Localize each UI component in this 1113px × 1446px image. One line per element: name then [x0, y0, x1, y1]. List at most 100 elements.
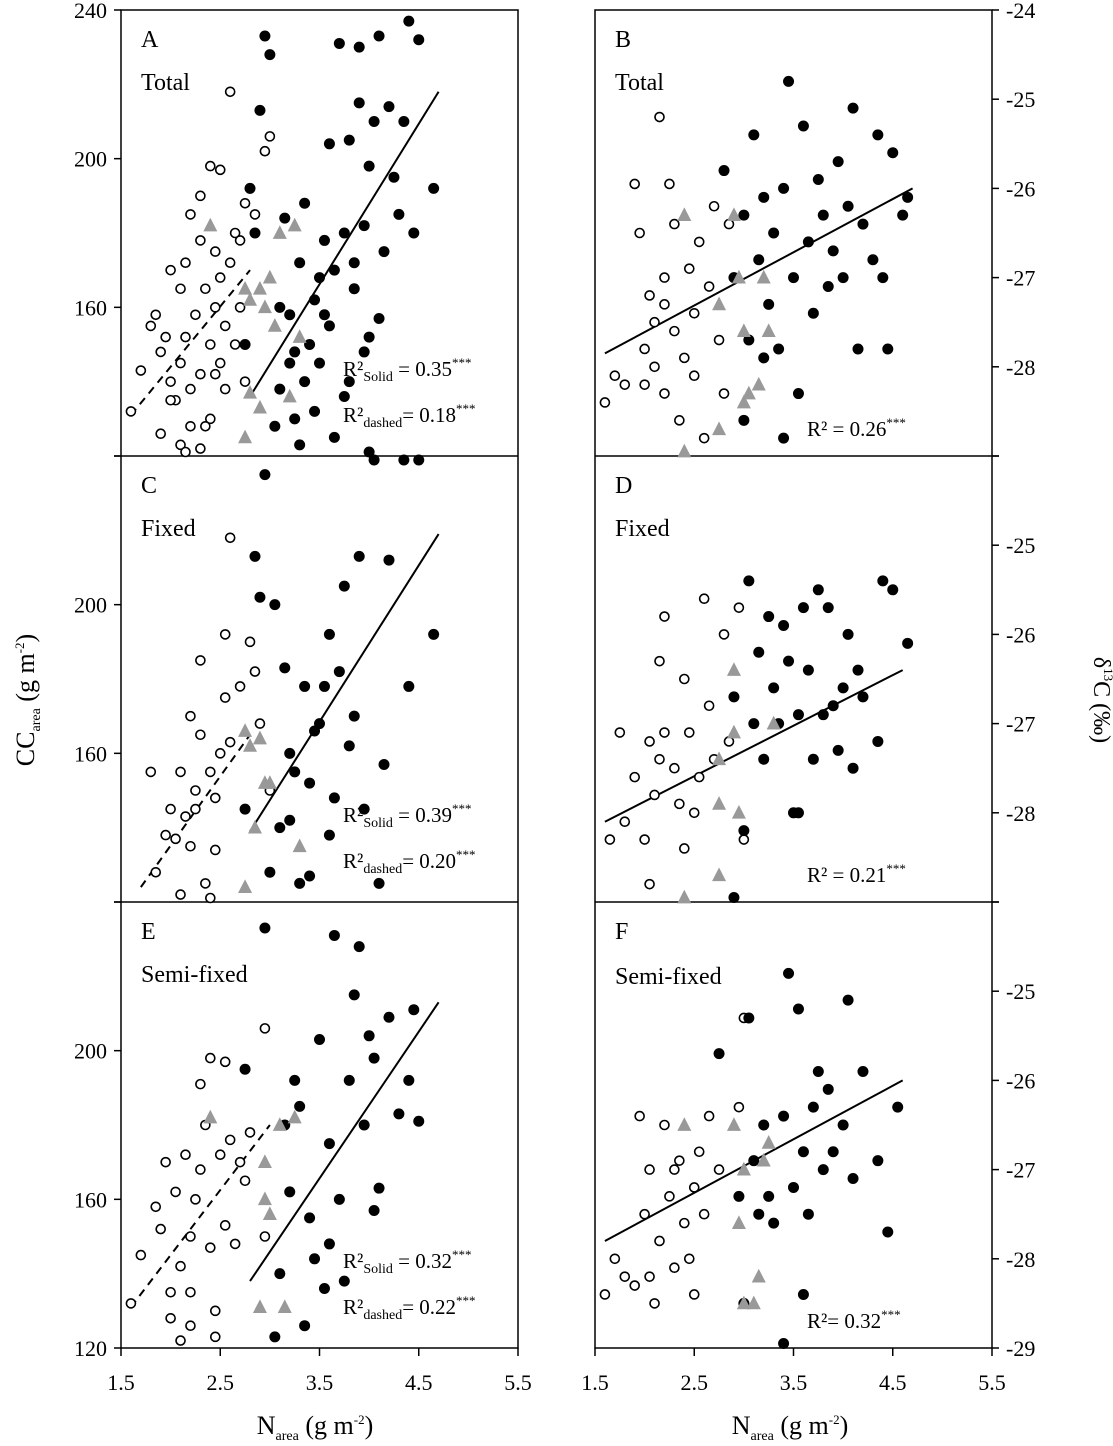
filled-circle-point — [368, 454, 380, 466]
filled-circle-point — [822, 281, 834, 293]
filled-circle-point — [378, 246, 390, 258]
open-circle-point — [664, 1191, 675, 1202]
open-circle-point — [718, 388, 730, 399]
open-circle-point — [703, 700, 715, 712]
triangle-point — [292, 838, 307, 853]
triangle-point — [712, 421, 727, 436]
filled-circle-point — [902, 191, 914, 203]
open-circle-point — [234, 235, 246, 246]
open-circle-point — [639, 343, 650, 355]
y-left-tick-label: 160 — [74, 1187, 107, 1212]
triangle-point — [267, 318, 282, 332]
open-circle-point — [185, 209, 196, 220]
open-circle-point — [175, 1260, 186, 1272]
filled-circle-point — [857, 691, 869, 703]
open-circle-point — [629, 178, 641, 190]
open-circle-point — [639, 379, 650, 390]
filled-circle-point — [259, 922, 271, 934]
y-right-tick-label: -28 — [1006, 801, 1035, 826]
open-circle-point — [713, 1164, 725, 1175]
triangle-point — [287, 217, 302, 232]
panel-group-label: Semi-fixed — [141, 962, 248, 988]
triangle-point — [677, 889, 692, 904]
open-circle-point — [688, 1289, 700, 1300]
panel-letter: F — [615, 919, 628, 945]
open-circle-point — [659, 727, 670, 738]
open-circle-point — [219, 383, 231, 395]
open-circle-point — [209, 368, 221, 380]
r2-annotation: R²dashed= 0.18*** — [343, 401, 476, 431]
filled-circle-point — [892, 1101, 904, 1113]
open-circle-point — [669, 762, 680, 774]
open-circle-point — [703, 1110, 715, 1122]
filled-circle-point — [294, 439, 306, 451]
filled-circle-point — [413, 454, 425, 466]
open-circle-point — [185, 1320, 196, 1331]
filled-circle-point — [274, 383, 286, 395]
filled-circle-point — [328, 264, 340, 276]
filled-circle-point — [768, 682, 780, 694]
triangle-point — [731, 805, 746, 819]
filled-circle-point — [403, 15, 415, 27]
filled-circle-point — [353, 550, 365, 562]
y-left-tick-label: 200 — [74, 593, 107, 618]
filled-circle-point — [748, 129, 760, 141]
open-circle-point — [659, 299, 670, 310]
x-axis-title-right: Narea (g m-2) — [732, 1411, 849, 1444]
filled-circle-point — [338, 391, 350, 403]
open-circle-point — [609, 1253, 621, 1265]
open-circle-point — [205, 766, 216, 778]
open-circle-point — [125, 406, 137, 417]
triangle-point — [677, 207, 692, 222]
filled-circle-point — [783, 655, 795, 667]
filled-circle-point — [254, 591, 266, 603]
filled-circle-point — [852, 343, 864, 355]
open-circle-point — [185, 420, 196, 432]
filled-circle-point — [758, 753, 770, 765]
open-circle-point — [234, 302, 246, 313]
open-circle-point — [229, 227, 241, 239]
open-circle-point — [244, 636, 256, 648]
filled-circle-point — [284, 814, 296, 826]
filled-circle-point — [812, 1065, 824, 1077]
open-circle-point — [639, 834, 650, 845]
filled-circle-point — [393, 208, 405, 220]
open-circle-point — [175, 357, 186, 369]
open-circle-point — [629, 1280, 641, 1291]
open-circle-point — [659, 388, 670, 399]
filled-circle-point — [822, 1083, 834, 1095]
filled-circle-point — [827, 245, 839, 257]
filled-circle-point — [358, 803, 370, 815]
open-circle-point — [195, 655, 206, 666]
filled-circle-point — [768, 227, 780, 239]
triangle-point — [756, 269, 771, 284]
filled-circle-point — [318, 234, 330, 246]
open-circle-point — [683, 263, 695, 274]
filled-circle-point — [802, 236, 814, 248]
open-circle-point — [669, 1262, 680, 1274]
filled-circle-point — [284, 357, 296, 369]
open-circle-point — [219, 629, 231, 640]
filled-circle-point — [358, 346, 370, 358]
triangle-point — [736, 1161, 751, 1176]
filled-circle-point — [314, 1034, 325, 1046]
open-circle-point — [244, 1127, 256, 1138]
triangle-point — [238, 879, 253, 893]
open-circle-point — [219, 1220, 231, 1231]
open-circle-point — [224, 532, 236, 544]
open-circle-point — [205, 1242, 216, 1253]
open-circle-point — [634, 227, 645, 239]
open-circle-point — [185, 1286, 196, 1298]
filled-circle-point — [314, 272, 325, 284]
filled-circle-point — [309, 294, 321, 306]
filled-circle-point — [323, 1238, 335, 1250]
regression-line-solid — [249, 1001, 440, 1282]
open-circle-point — [160, 331, 171, 343]
regression-line-solid — [249, 533, 440, 832]
regression-line-solid — [249, 91, 440, 398]
triangle-point — [238, 429, 253, 444]
open-circle-point — [674, 1155, 685, 1166]
triangle-point — [712, 867, 727, 882]
open-circle-point — [654, 753, 665, 765]
open-circle-point — [733, 1101, 745, 1113]
